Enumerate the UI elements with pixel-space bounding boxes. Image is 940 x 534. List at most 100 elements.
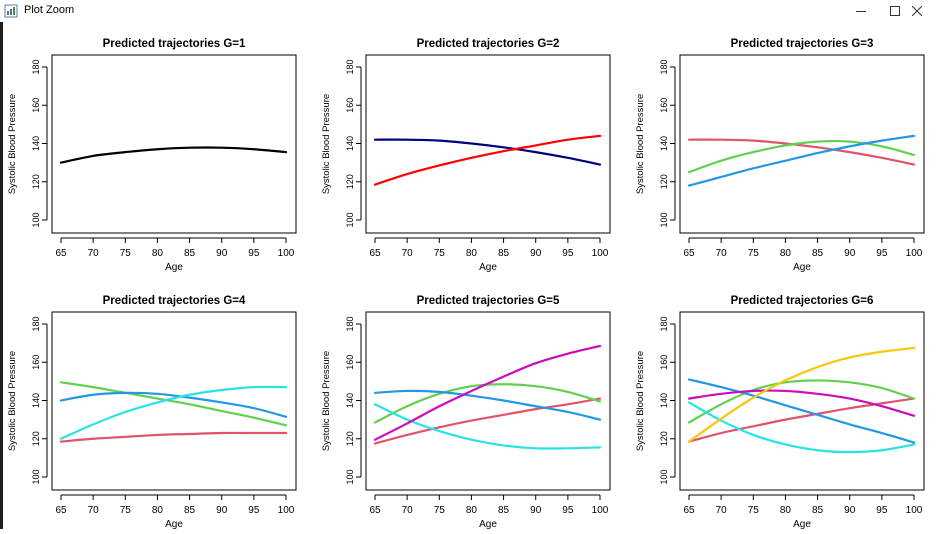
plot-1-y-tick-label: 180 xyxy=(31,59,41,74)
plot-6-series-3-line xyxy=(687,378,916,444)
plot-2-x-tick-label: 90 xyxy=(530,248,542,259)
plot-2-y-tick-label: 100 xyxy=(345,212,355,227)
plot-3-x-tick-label: 90 xyxy=(844,248,856,259)
plot-4-y-tick-label: 180 xyxy=(31,316,41,331)
plot-6-y-tick-label: 160 xyxy=(659,355,669,370)
plot-1-x-axis-label: Age xyxy=(165,262,183,273)
plot-4-y-tick-label: 140 xyxy=(31,393,41,408)
window-left-edge xyxy=(0,22,3,529)
plot-4-x-tick-label: 70 xyxy=(88,505,100,516)
plot-5-series-5-line xyxy=(373,344,602,441)
plot-5-x-tick-label: 95 xyxy=(562,505,574,516)
plot-2-x-tick-label: 65 xyxy=(369,248,381,259)
plot-2-y-tick-label: 180 xyxy=(345,59,355,74)
plot-5-series-1-line xyxy=(373,397,602,445)
plot-6-y-tick-label: 140 xyxy=(659,393,669,408)
plot-5-x-tick-label: 90 xyxy=(530,505,542,516)
plot-4-title: Predicted trajectories G=4 xyxy=(103,295,246,307)
plot-1-x-tick-label: 65 xyxy=(55,248,67,259)
plot-5-y-tick-label: 160 xyxy=(345,355,355,370)
plot-3-y-tick-label: 120 xyxy=(659,174,669,189)
plot-2-x-tick-label: 100 xyxy=(592,248,609,259)
plot-3-series-3-line xyxy=(687,134,916,187)
plot-6-series-5-line xyxy=(687,389,916,417)
plot-5-x-tick-label: 100 xyxy=(592,505,609,516)
plot-4-y-tick-label: 120 xyxy=(31,431,41,446)
window-titlebar: Plot Zoom xyxy=(0,0,940,22)
plot-2-x-tick-label: 75 xyxy=(434,248,446,259)
plot-1-x-tick-label: 100 xyxy=(278,248,295,259)
plot-4-series-2-line xyxy=(59,381,288,427)
plot-4-series-4-line xyxy=(59,385,288,440)
plot-6-y-tick-label: 100 xyxy=(659,469,669,484)
plot-4-x-tick-label: 90 xyxy=(216,505,228,516)
plot-2-y-axis-label: Systolic Blood Pressure xyxy=(321,94,332,194)
plot-5-y-tick-label: 180 xyxy=(345,316,355,331)
plot-6-x-tick-label: 100 xyxy=(906,505,923,516)
plot-2-series-2-line xyxy=(373,134,602,186)
plot-4-y-tick-label: 160 xyxy=(31,355,41,370)
plot-6-y-axis-label: Systolic Blood Pressure xyxy=(635,351,646,451)
trajectory-plots: Predicted trajectories G=1 65 70 75 80 85 90 95… xyxy=(7,38,925,530)
plot-4-x-tick-label: 75 xyxy=(120,505,132,516)
plot-1-y-axis-label: Systolic Blood Pressure xyxy=(7,94,18,194)
plot-6-x-tick-label: 85 xyxy=(812,505,824,516)
plot-2-frame xyxy=(365,54,611,234)
plot-3-x-tick-label: 95 xyxy=(876,248,888,259)
plot-6-title: Predicted trajectories G=6 xyxy=(731,295,874,307)
minimize-button[interactable] xyxy=(838,0,884,22)
plot-5-frame xyxy=(365,311,611,491)
plot-6-frame xyxy=(679,311,925,491)
plot-6-series-4-line xyxy=(687,401,916,454)
plot-area: Predicted trajectories G=1 65 70 75 80 85 90 95… xyxy=(3,22,940,530)
plot-6-series-1-line xyxy=(687,397,916,443)
plot-4-x-tick-label: 95 xyxy=(248,505,260,516)
plot-6-series-6-line xyxy=(687,346,916,443)
plot-5-series-4-line xyxy=(373,403,602,450)
close-button[interactable] xyxy=(894,0,940,22)
plot-5-x-tick-label: 80 xyxy=(466,505,478,516)
plot-1-title: Predicted trajectories G=1 xyxy=(103,38,246,50)
plot-4-y-tick-label: 100 xyxy=(31,469,41,484)
plot-6-x-tick-label: 80 xyxy=(780,505,792,516)
plot-4-series-3-line xyxy=(59,391,288,418)
plot-1-y-tick-label: 160 xyxy=(31,98,41,113)
plot-4-frame xyxy=(51,311,297,491)
plot-2-x-tick-label: 80 xyxy=(466,248,478,259)
plot-5-y-axis-label: Systolic Blood Pressure xyxy=(321,351,332,451)
plot-3-series-2-line xyxy=(687,139,916,174)
plot-2-x-tick-label: 95 xyxy=(562,248,574,259)
plot-6-x-axis-label: Age xyxy=(793,519,811,529)
plot-3-y-tick-label: 100 xyxy=(659,212,669,227)
plot-1-x-tick-label: 85 xyxy=(184,248,196,259)
maximize-icon xyxy=(890,6,900,16)
plot-3-x-tick-label: 100 xyxy=(906,248,923,259)
plot-3-x-tick-label: 70 xyxy=(716,248,728,259)
plot-3-x-tick-label: 80 xyxy=(780,248,792,259)
plot-1-y-tick-label: 140 xyxy=(31,136,41,151)
window-title: Plot Zoom xyxy=(24,4,75,16)
plot-3-y-tick-label: 180 xyxy=(659,59,669,74)
plot-5-y-tick-label: 120 xyxy=(345,431,355,446)
plot-1-x-tick-label: 70 xyxy=(88,248,100,259)
plot-3-frame xyxy=(679,54,925,234)
plot-5-x-tick-label: 85 xyxy=(498,505,510,516)
plot-3-x-tick-label: 75 xyxy=(748,248,760,259)
plot-2-x-tick-label: 85 xyxy=(498,248,510,259)
plot-6-y-tick-label: 120 xyxy=(659,431,669,446)
plot-1-x-tick-label: 80 xyxy=(152,248,164,259)
plot-3-series-1-line xyxy=(687,138,916,166)
close-icon xyxy=(912,6,922,16)
maximize-button[interactable] xyxy=(872,0,918,22)
plot-4-x-axis-label: Age xyxy=(165,519,183,529)
plot-2-y-tick-label: 160 xyxy=(345,98,355,113)
plot-2-series-1-line xyxy=(373,138,602,166)
plot-3-title: Predicted trajectories G=3 xyxy=(731,38,874,50)
plot-6-x-tick-label: 95 xyxy=(876,505,888,516)
plot-6-x-tick-label: 70 xyxy=(716,505,728,516)
plot-2-title: Predicted trajectories G=2 xyxy=(417,38,560,50)
plot-1-y-tick-label: 100 xyxy=(31,212,41,227)
plot-4-x-tick-label: 65 xyxy=(55,505,67,516)
plot-5-x-tick-label: 65 xyxy=(369,505,381,516)
plot-2-y-tick-label: 120 xyxy=(345,174,355,189)
